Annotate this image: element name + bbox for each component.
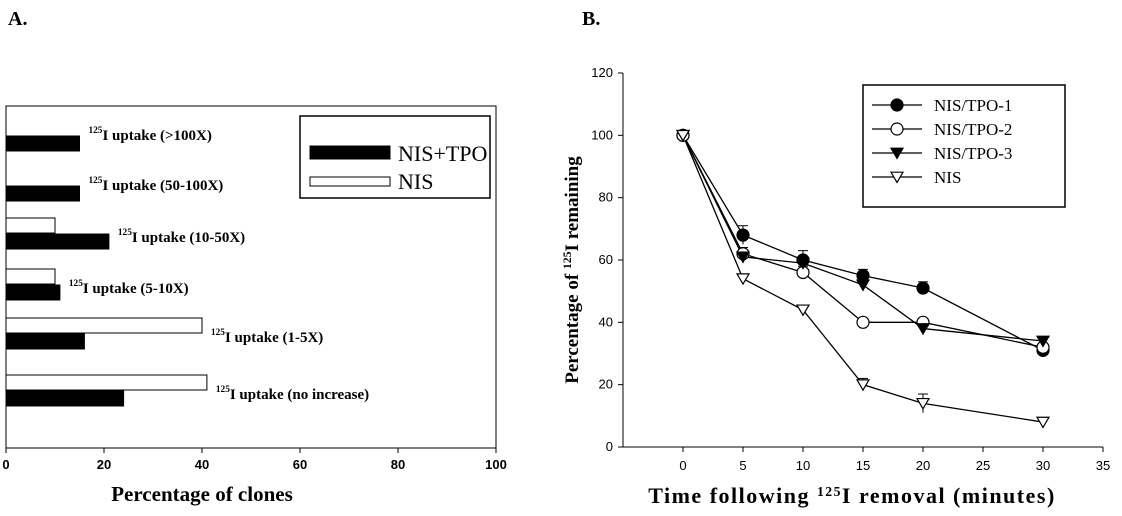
x-tick-label-a: 0 (2, 457, 9, 472)
x-tick-label-a: 40 (195, 457, 209, 472)
x-tick-label-b: 25 (976, 458, 990, 473)
x-tick-label-a: 80 (391, 457, 405, 472)
x-tick-label-a: 60 (293, 457, 307, 472)
y-tick-label-b: 0 (606, 439, 613, 454)
y-tick-label-b: 80 (599, 190, 613, 205)
legend-marker (890, 98, 904, 112)
legend-label-nis-tpo: NIS+TPO (398, 141, 487, 166)
data-point (736, 228, 750, 242)
y-tick-label-b: 40 (599, 314, 613, 329)
bar-nis (5, 268, 56, 285)
bar-nis-tpo (5, 233, 110, 250)
bar-category-label: 125I uptake (no increase) (216, 385, 369, 403)
series-line (682, 135, 1044, 342)
x-tick-label-a: 100 (485, 457, 507, 472)
series-line (682, 135, 1044, 423)
legend-swatch-nis (309, 176, 391, 187)
data-point (795, 304, 811, 317)
x-tick-label-b: 30 (1036, 458, 1050, 473)
x-tick-label-b: 15 (856, 458, 870, 473)
bar-nis-tpo (5, 135, 80, 152)
panel-b-label: B. (582, 8, 601, 30)
bar-nis (5, 217, 56, 234)
bar-nis-tpo (5, 333, 85, 350)
y-tick-label-b: 100 (591, 127, 613, 142)
data-point (1035, 335, 1051, 348)
bar-nis-tpo (5, 284, 61, 301)
bar-nis-tpo (5, 185, 80, 202)
legend-label-b: NIS/TPO-3 (934, 144, 1012, 163)
series-line (682, 134, 1044, 351)
x-tick-label-b: 0 (679, 458, 686, 473)
data-point (735, 273, 751, 286)
x-tick-label-a: 20 (97, 457, 111, 472)
legend-label-b: NIS/TPO-1 (934, 96, 1012, 115)
x-axis-title-a: Percentage of clones (111, 482, 293, 506)
bar-nis (5, 317, 203, 334)
x-tick-label-b: 20 (916, 458, 930, 473)
panel-a-label: A. (8, 8, 28, 30)
x-axis-title-b: Time following 125I removal (minutes) (648, 483, 1056, 508)
legend-marker (890, 122, 904, 136)
bar-category-label: 125I uptake (10-50X) (118, 228, 245, 246)
data-point (915, 397, 931, 410)
data-point (916, 281, 930, 295)
legend-swatch-nis-tpo (309, 145, 391, 160)
data-point (915, 323, 931, 336)
y-tick-label-b: 20 (599, 377, 613, 392)
legend-label-b: NIS/TPO-2 (934, 120, 1012, 139)
legend-label-b: NIS (934, 168, 961, 187)
bar-category-label: 125I uptake (>100X) (89, 126, 212, 144)
data-point (675, 129, 691, 142)
data-point (735, 251, 751, 264)
x-tick-label-b: 10 (796, 458, 810, 473)
data-point (855, 279, 871, 292)
bar-category-label: 125I uptake (5-10X) (69, 279, 189, 297)
legend-label-nis: NIS (398, 169, 433, 194)
bar-category-label: 125I uptake (1-5X) (211, 328, 323, 346)
bar-nis (5, 374, 208, 391)
data-point (856, 315, 870, 329)
legend-marker (889, 147, 905, 160)
data-point (855, 379, 871, 392)
legend-marker (889, 171, 905, 184)
x-tick-label-b: 5 (739, 458, 746, 473)
data-point (795, 257, 811, 270)
series-line (682, 135, 1044, 348)
y-tick-label-b: 60 (599, 252, 613, 267)
bar-category-label: 125I uptake (50-100X) (89, 176, 224, 194)
y-axis-title-b: Percentage of 125I remaining (561, 156, 583, 384)
x-tick-label-b: 35 (1096, 458, 1110, 473)
y-tick-label-b: 120 (591, 65, 613, 80)
data-point (1035, 416, 1051, 429)
bar-nis-tpo (5, 390, 125, 407)
